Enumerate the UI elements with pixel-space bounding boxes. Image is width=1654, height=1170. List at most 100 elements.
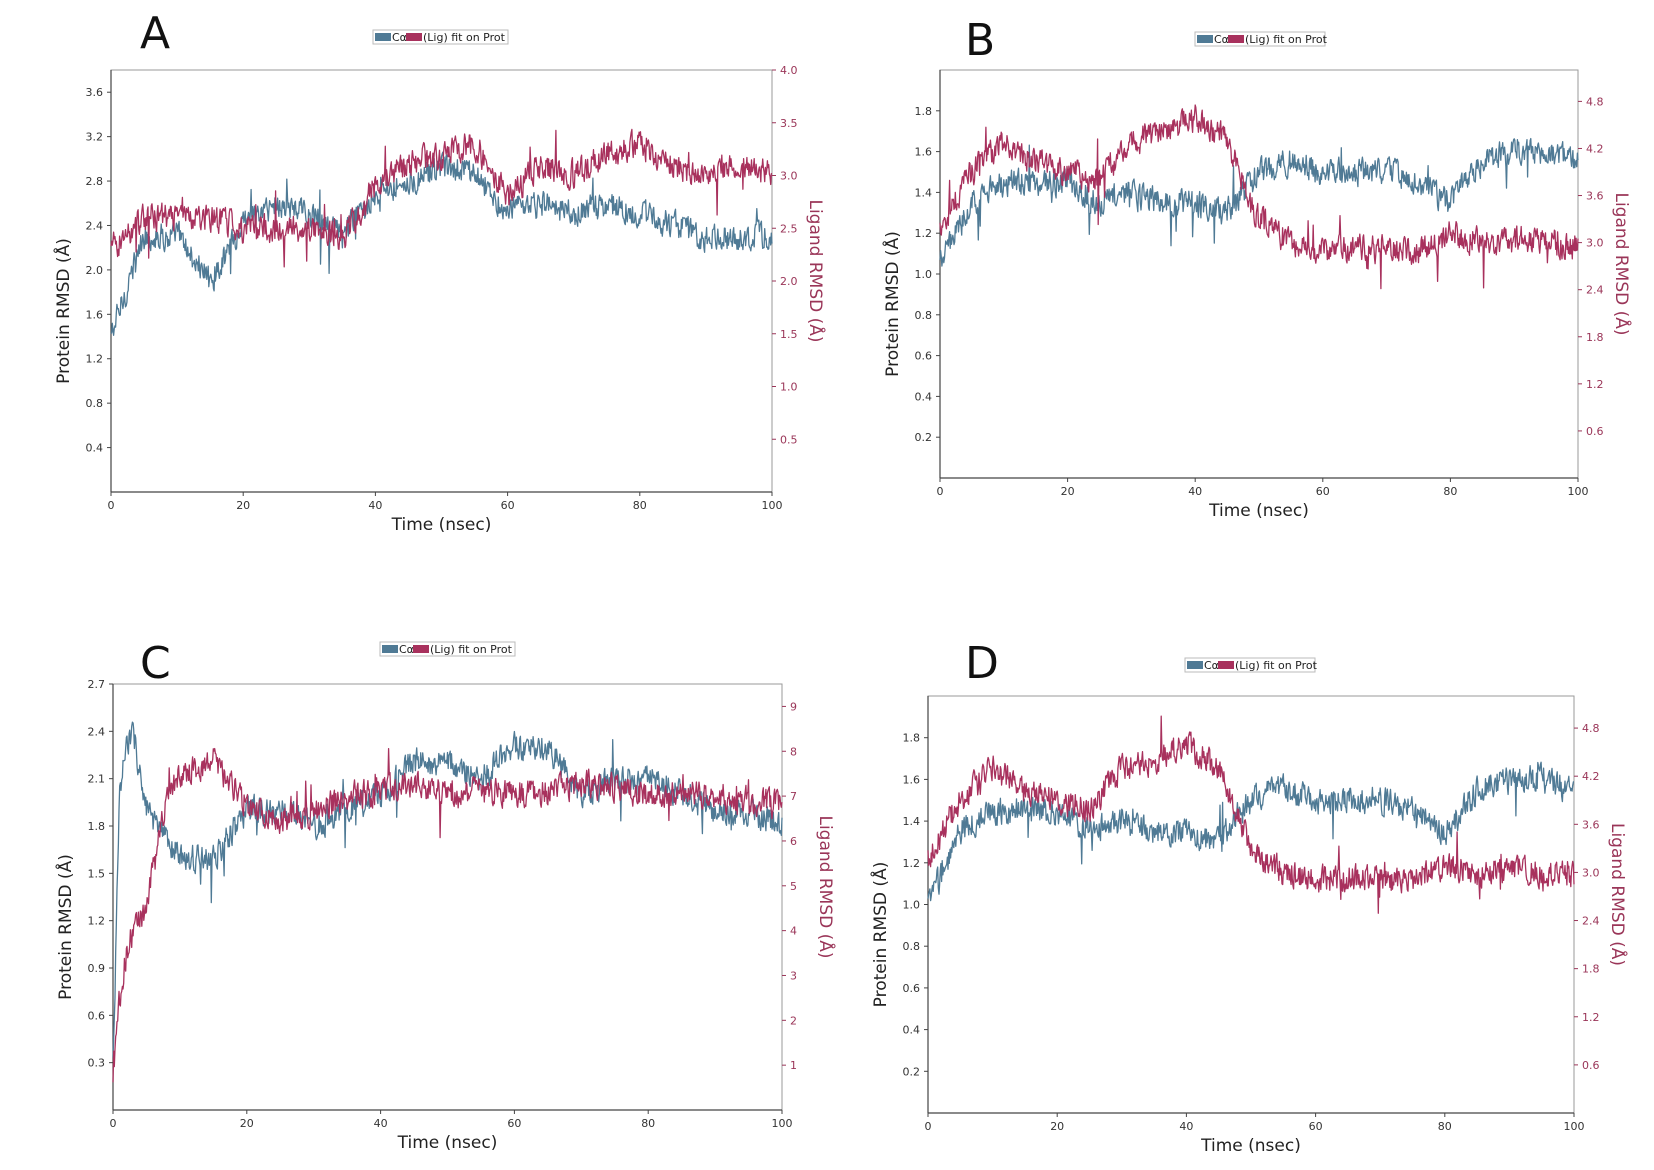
x-tick-label: 60 <box>1309 1120 1323 1133</box>
y2-tick-label: 9 <box>790 700 797 713</box>
legend-label-protein: Cα <box>1214 33 1229 46</box>
y-tick-label: 1.6 <box>915 146 933 159</box>
y-tick-label: 0.9 <box>88 962 106 975</box>
x-tick-label: 80 <box>633 499 647 512</box>
y2-tick-label: 3.6 <box>1582 818 1600 831</box>
y-axis-label: Protein RMSD (Å) <box>54 854 76 1000</box>
legend-swatch-protein <box>382 645 398 653</box>
y-axis-label: Protein RMSD (Å) <box>869 862 891 1008</box>
x-tick-label: 40 <box>1188 485 1202 498</box>
series-line-protein <box>110 151 773 336</box>
panel-c: C 0.3 0.6 0.9 1.2 1.5 1.8 2.1 2.4 2.7 1 2 3 4 5 6 7 8 9 0 20… <box>54 638 837 1153</box>
y2-tick-label: 3 <box>790 969 797 982</box>
x-tick-label: 40 <box>1179 1120 1193 1133</box>
y-tick-label: 1.2 <box>903 857 921 870</box>
legend-box <box>1194 31 1326 47</box>
y-tick-label: 1.6 <box>903 773 921 786</box>
y-tick-label: 1.6 <box>86 308 104 321</box>
y2-tick-label: 4.2 <box>1586 142 1604 155</box>
y2-tick-label: 3.0 <box>780 170 798 183</box>
series-line-ligand <box>112 747 783 1083</box>
y-tick-label: 1.8 <box>88 820 106 833</box>
y-tick-label: 0.6 <box>88 1009 106 1022</box>
y-tick-label: 0.4 <box>86 442 104 455</box>
y-tick-label: 3.2 <box>86 131 104 144</box>
legend-swatch-protein <box>1197 35 1213 43</box>
y-tick-label: 0.4 <box>915 390 933 403</box>
series-line-ligand <box>927 715 1575 914</box>
x-axis-label: Time (nsec) <box>397 1133 498 1153</box>
y-tick-label: 1.8 <box>915 105 933 118</box>
y-tick-label: 1.8 <box>903 732 921 745</box>
y2-tick-label: 1 <box>790 1059 797 1072</box>
y2-tick-label: 1.8 <box>1586 331 1604 344</box>
y2-tick-label: 2.0 <box>780 275 798 288</box>
y-tick-label: 1.2 <box>915 227 933 240</box>
y-tick-label: 3.6 <box>86 86 104 99</box>
panel-letter: D <box>965 638 999 689</box>
x-tick-label: 100 <box>772 1117 793 1130</box>
y2-tick-label: 1.5 <box>780 328 798 341</box>
y-tick-label: 0.6 <box>903 982 921 995</box>
y-axis-label: Protein RMSD (Å) <box>881 231 903 377</box>
y2-tick-label: 3.5 <box>780 117 798 130</box>
y2-axis-label: Ligand RMSD (Å) <box>805 199 827 342</box>
panel-b: B 0.2 0.4 0.6 0.8 1.0 1.2 1.4 1.6 1.8 0.6 1.2 1.8 2.4… <box>881 15 1633 521</box>
legend: Cα (Lig) fit on Prot <box>1184 657 1318 673</box>
x-tick-label: 20 <box>1061 485 1075 498</box>
series-line-ligand <box>110 128 773 268</box>
x-tick-label: 0 <box>937 485 944 498</box>
y-tick-label: 0.2 <box>903 1065 921 1078</box>
legend-box <box>1184 657 1316 673</box>
y2-tick-label: 3.6 <box>1586 190 1604 203</box>
y2-tick-label: 5 <box>790 880 797 893</box>
y-tick-label: 1.2 <box>86 353 104 366</box>
x-tick-label: 20 <box>240 1117 254 1130</box>
y2-tick-label: 4.0 <box>780 64 798 77</box>
legend-label-ligand: (Lig) fit on Prot <box>1245 33 1328 46</box>
legend-swatch-protein <box>375 33 391 41</box>
x-tick-label: 80 <box>1443 485 1457 498</box>
y-tick-label: 2.4 <box>88 725 106 738</box>
legend-swatch-ligand <box>1228 35 1244 43</box>
y-tick-label: 0.8 <box>915 309 933 322</box>
legend-swatch-protein <box>1187 661 1203 669</box>
legend-label-protein: Cα <box>1204 659 1219 672</box>
x-tick-label: 0 <box>110 1117 117 1130</box>
x-tick-label: 40 <box>368 499 382 512</box>
x-tick-label: 20 <box>236 499 250 512</box>
y2-tick-label: 1.8 <box>1582 963 1600 976</box>
legend: Cα (Lig) fit on Prot <box>372 29 509 45</box>
legend-label-ligand: (Lig) fit on Prot <box>430 643 513 656</box>
series-line-protein <box>939 137 1579 267</box>
legend-label-protein: Cα <box>399 643 414 656</box>
series-line-protein <box>927 761 1575 902</box>
panel-letter: C <box>140 638 171 689</box>
y-tick-label: 0.8 <box>86 397 104 410</box>
y-tick-label: 1.2 <box>88 915 106 928</box>
y-tick-label: 2.7 <box>88 678 106 691</box>
y2-tick-label: 2.4 <box>1586 284 1604 297</box>
legend-swatch-ligand <box>1218 661 1234 669</box>
x-tick-label: 60 <box>501 499 515 512</box>
y2-tick-label: 3.0 <box>1582 866 1600 879</box>
x-tick-label: 100 <box>1564 1120 1585 1133</box>
y2-tick-label: 0.6 <box>1586 425 1604 438</box>
x-tick-label: 60 <box>507 1117 521 1130</box>
legend: Cα (Lig) fit on Prot <box>379 641 516 657</box>
y2-tick-label: 2 <box>790 1014 797 1027</box>
x-tick-label: 20 <box>1050 1120 1064 1133</box>
y2-tick-label: 2.4 <box>1582 915 1600 928</box>
y-tick-label: 0.4 <box>903 1024 921 1037</box>
x-tick-label: 100 <box>762 499 783 512</box>
y2-tick-label: 0.6 <box>1582 1059 1600 1072</box>
y2-tick-label: 7 <box>790 790 797 803</box>
y2-axis-label: Ligand RMSD (Å) <box>1607 823 1629 966</box>
y2-tick-label: 4.8 <box>1582 722 1600 735</box>
x-tick-label: 60 <box>1316 485 1330 498</box>
x-tick-label: 40 <box>374 1117 388 1130</box>
y2-tick-label: 2.5 <box>780 222 798 235</box>
y2-tick-label: 6 <box>790 835 797 848</box>
y2-tick-label: 4.8 <box>1586 95 1604 108</box>
